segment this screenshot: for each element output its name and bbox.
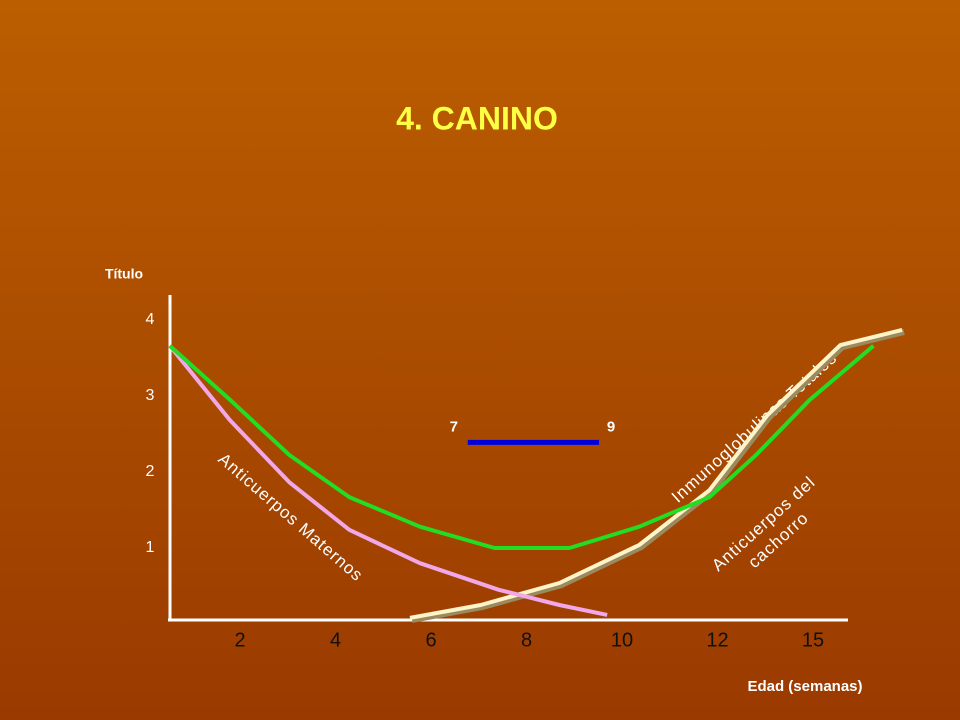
y-axis-label: Título — [105, 266, 143, 282]
range-label: 9 — [607, 418, 615, 435]
x-tick-label: 6 — [425, 629, 436, 651]
chart-title: 4. CANINO — [396, 100, 558, 136]
line — [409, 327, 903, 620]
x-tick-label: 2 — [234, 629, 245, 651]
x-tick-label: 12 — [706, 629, 728, 651]
y-tick-label: 2 — [146, 463, 155, 480]
y-tick-label: 1 — [146, 539, 155, 556]
x-tick-label: 4 — [330, 629, 341, 651]
line-shadow — [411, 328, 905, 623]
x-tick-label: 10 — [611, 629, 633, 651]
range-label: 7 — [450, 418, 458, 435]
x-tick-label: 8 — [521, 629, 532, 651]
line — [168, 344, 608, 617]
line — [168, 344, 875, 550]
x-axis-label: Edad (semanas) — [747, 678, 862, 695]
y-tick-label: 4 — [146, 311, 155, 328]
y-tick-label: 3 — [146, 387, 155, 404]
x-tick-label: 15 — [802, 629, 824, 651]
